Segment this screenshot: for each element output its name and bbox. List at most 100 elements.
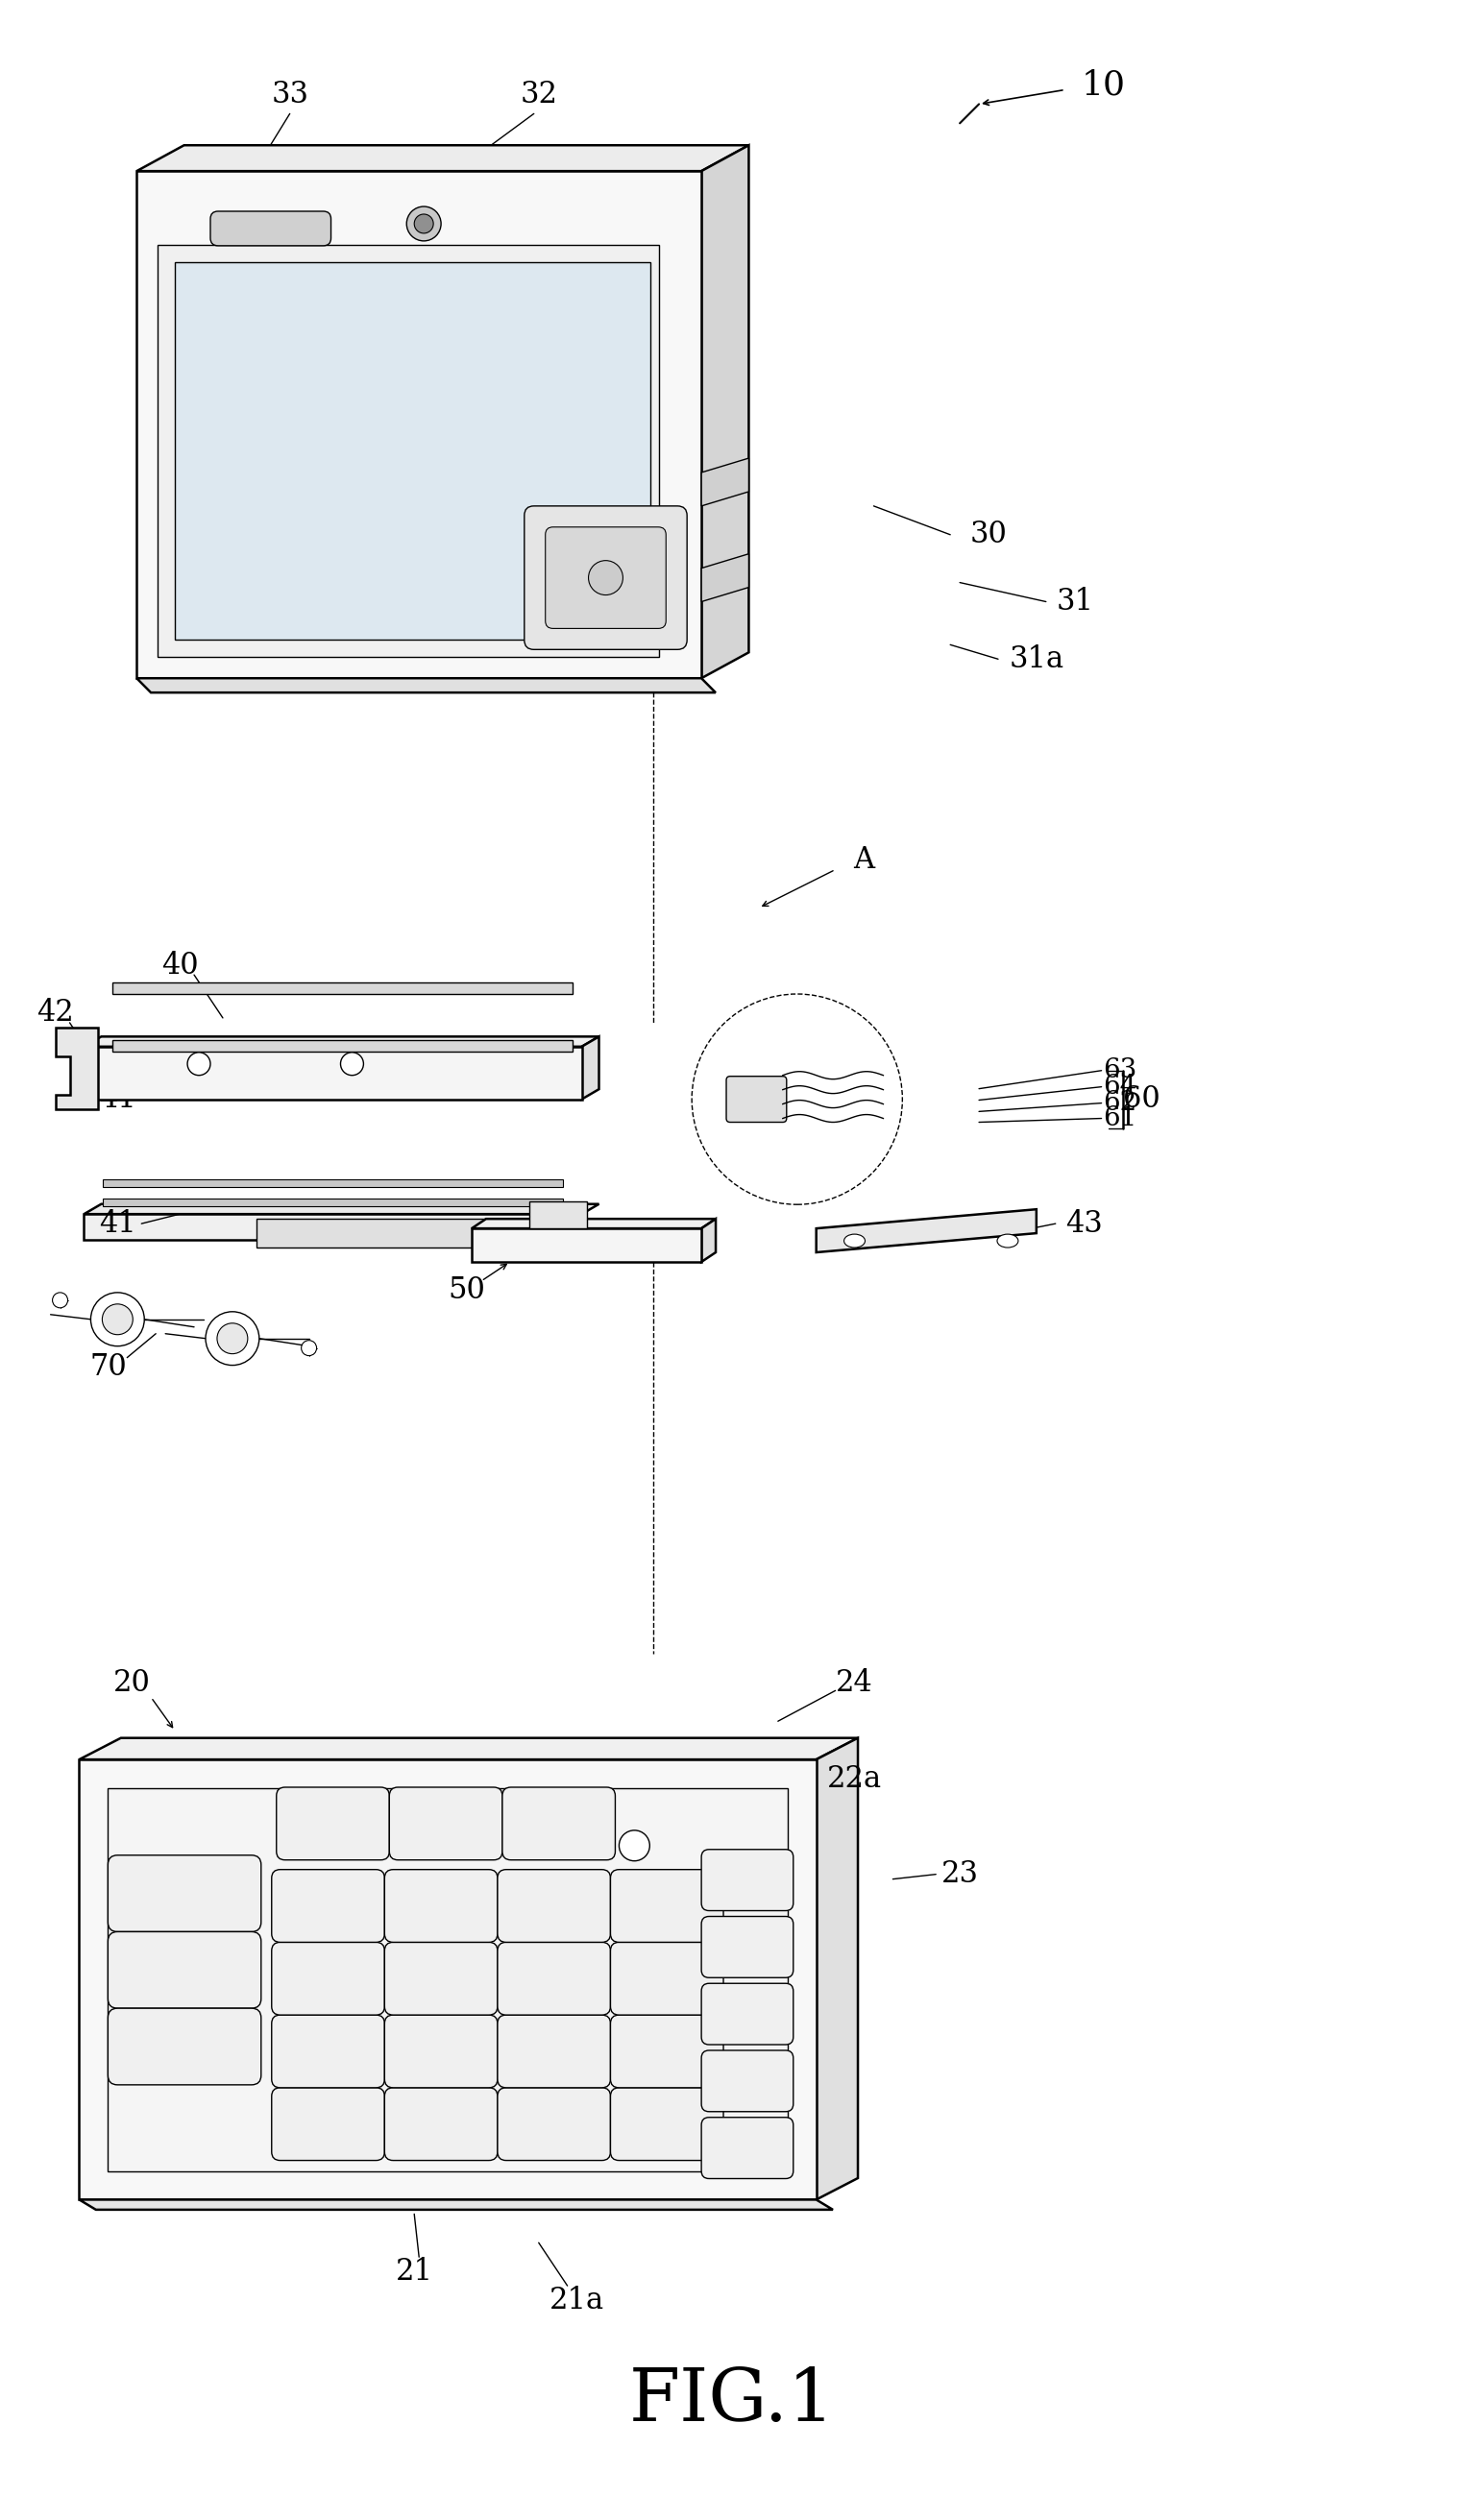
Polygon shape [113, 983, 573, 993]
FancyBboxPatch shape [385, 1943, 498, 2016]
Text: 41: 41 [100, 1084, 136, 1114]
Polygon shape [174, 262, 650, 640]
Ellipse shape [844, 1235, 864, 1247]
Polygon shape [702, 1220, 716, 1263]
FancyBboxPatch shape [385, 2087, 498, 2160]
Text: 20: 20 [113, 1668, 151, 1698]
Polygon shape [56, 1028, 98, 1109]
FancyBboxPatch shape [498, 1870, 611, 1943]
Polygon shape [136, 678, 715, 693]
Polygon shape [79, 2200, 834, 2210]
Polygon shape [84, 1215, 582, 1240]
Polygon shape [108, 1789, 788, 2170]
Text: 64: 64 [1103, 1074, 1137, 1099]
Text: A: A [854, 844, 875, 874]
Text: 23: 23 [941, 1860, 979, 1890]
FancyBboxPatch shape [271, 2016, 385, 2087]
FancyBboxPatch shape [108, 1933, 261, 2008]
FancyBboxPatch shape [702, 1850, 793, 1910]
Circle shape [217, 1323, 248, 1353]
Text: 62: 62 [1103, 1091, 1137, 1116]
FancyBboxPatch shape [702, 1915, 793, 1978]
Text: 41: 41 [100, 1210, 136, 1237]
Polygon shape [472, 1227, 702, 1263]
FancyBboxPatch shape [702, 2117, 793, 2180]
Text: 33: 33 [271, 81, 309, 108]
Circle shape [188, 1053, 211, 1076]
Polygon shape [158, 244, 659, 658]
FancyBboxPatch shape [211, 212, 331, 247]
Circle shape [103, 1303, 133, 1336]
FancyBboxPatch shape [611, 2016, 724, 2087]
FancyBboxPatch shape [611, 1870, 724, 1943]
Polygon shape [79, 1739, 858, 1759]
FancyBboxPatch shape [702, 2051, 793, 2112]
Polygon shape [582, 1036, 599, 1099]
FancyBboxPatch shape [498, 2087, 611, 2160]
Polygon shape [529, 1202, 586, 1227]
Polygon shape [103, 1179, 563, 1187]
Text: 21a: 21a [549, 2286, 605, 2316]
Polygon shape [256, 1220, 486, 1247]
Text: 63: 63 [1103, 1058, 1137, 1084]
Text: 24: 24 [837, 1668, 873, 1698]
FancyBboxPatch shape [108, 1855, 261, 1933]
Circle shape [205, 1313, 259, 1366]
Polygon shape [103, 1200, 563, 1207]
Polygon shape [136, 171, 702, 678]
FancyBboxPatch shape [271, 2087, 385, 2160]
FancyBboxPatch shape [108, 2008, 261, 2084]
FancyBboxPatch shape [271, 1943, 385, 2016]
Circle shape [302, 1341, 316, 1356]
FancyBboxPatch shape [271, 1870, 385, 1943]
Text: 30: 30 [970, 519, 1008, 549]
Circle shape [589, 559, 623, 595]
FancyBboxPatch shape [727, 1076, 787, 1121]
Circle shape [91, 1293, 145, 1346]
Text: 21: 21 [396, 2255, 434, 2286]
FancyBboxPatch shape [390, 1787, 502, 1860]
Circle shape [407, 207, 441, 242]
Text: 32: 32 [520, 81, 557, 108]
FancyBboxPatch shape [502, 1787, 615, 1860]
Text: 22: 22 [89, 1898, 126, 1928]
Polygon shape [472, 1220, 716, 1227]
FancyBboxPatch shape [702, 1983, 793, 2044]
Polygon shape [84, 1036, 599, 1046]
Text: 42: 42 [37, 998, 73, 1028]
Text: FIG.1: FIG.1 [628, 2366, 835, 2437]
FancyBboxPatch shape [611, 2087, 724, 2160]
FancyBboxPatch shape [611, 1943, 724, 2016]
Text: 61: 61 [1103, 1106, 1137, 1131]
Polygon shape [84, 1205, 599, 1215]
FancyBboxPatch shape [385, 1870, 498, 1943]
FancyBboxPatch shape [498, 1943, 611, 2016]
Circle shape [620, 1830, 649, 1860]
FancyBboxPatch shape [385, 2016, 498, 2087]
FancyBboxPatch shape [498, 2016, 611, 2087]
Polygon shape [816, 1739, 858, 2200]
Text: 50: 50 [448, 1275, 485, 1305]
Polygon shape [79, 1759, 816, 2200]
Text: 31a: 31a [1009, 645, 1064, 673]
Text: 40: 40 [161, 950, 198, 980]
FancyBboxPatch shape [545, 527, 667, 627]
Polygon shape [702, 146, 749, 678]
Text: 31: 31 [1056, 587, 1093, 617]
Text: 60: 60 [1124, 1084, 1160, 1114]
Text: 70: 70 [89, 1353, 126, 1381]
Polygon shape [84, 1046, 582, 1099]
FancyBboxPatch shape [524, 507, 687, 650]
Ellipse shape [998, 1235, 1018, 1247]
Text: 43: 43 [1065, 1210, 1103, 1237]
Circle shape [53, 1293, 67, 1308]
Polygon shape [136, 146, 749, 171]
Polygon shape [702, 554, 749, 602]
Polygon shape [702, 459, 749, 507]
Text: 22a: 22a [828, 1764, 882, 1794]
Polygon shape [113, 1041, 573, 1051]
Polygon shape [816, 1210, 1036, 1252]
Circle shape [415, 214, 434, 234]
Text: 10: 10 [1081, 68, 1125, 101]
FancyBboxPatch shape [277, 1787, 390, 1860]
